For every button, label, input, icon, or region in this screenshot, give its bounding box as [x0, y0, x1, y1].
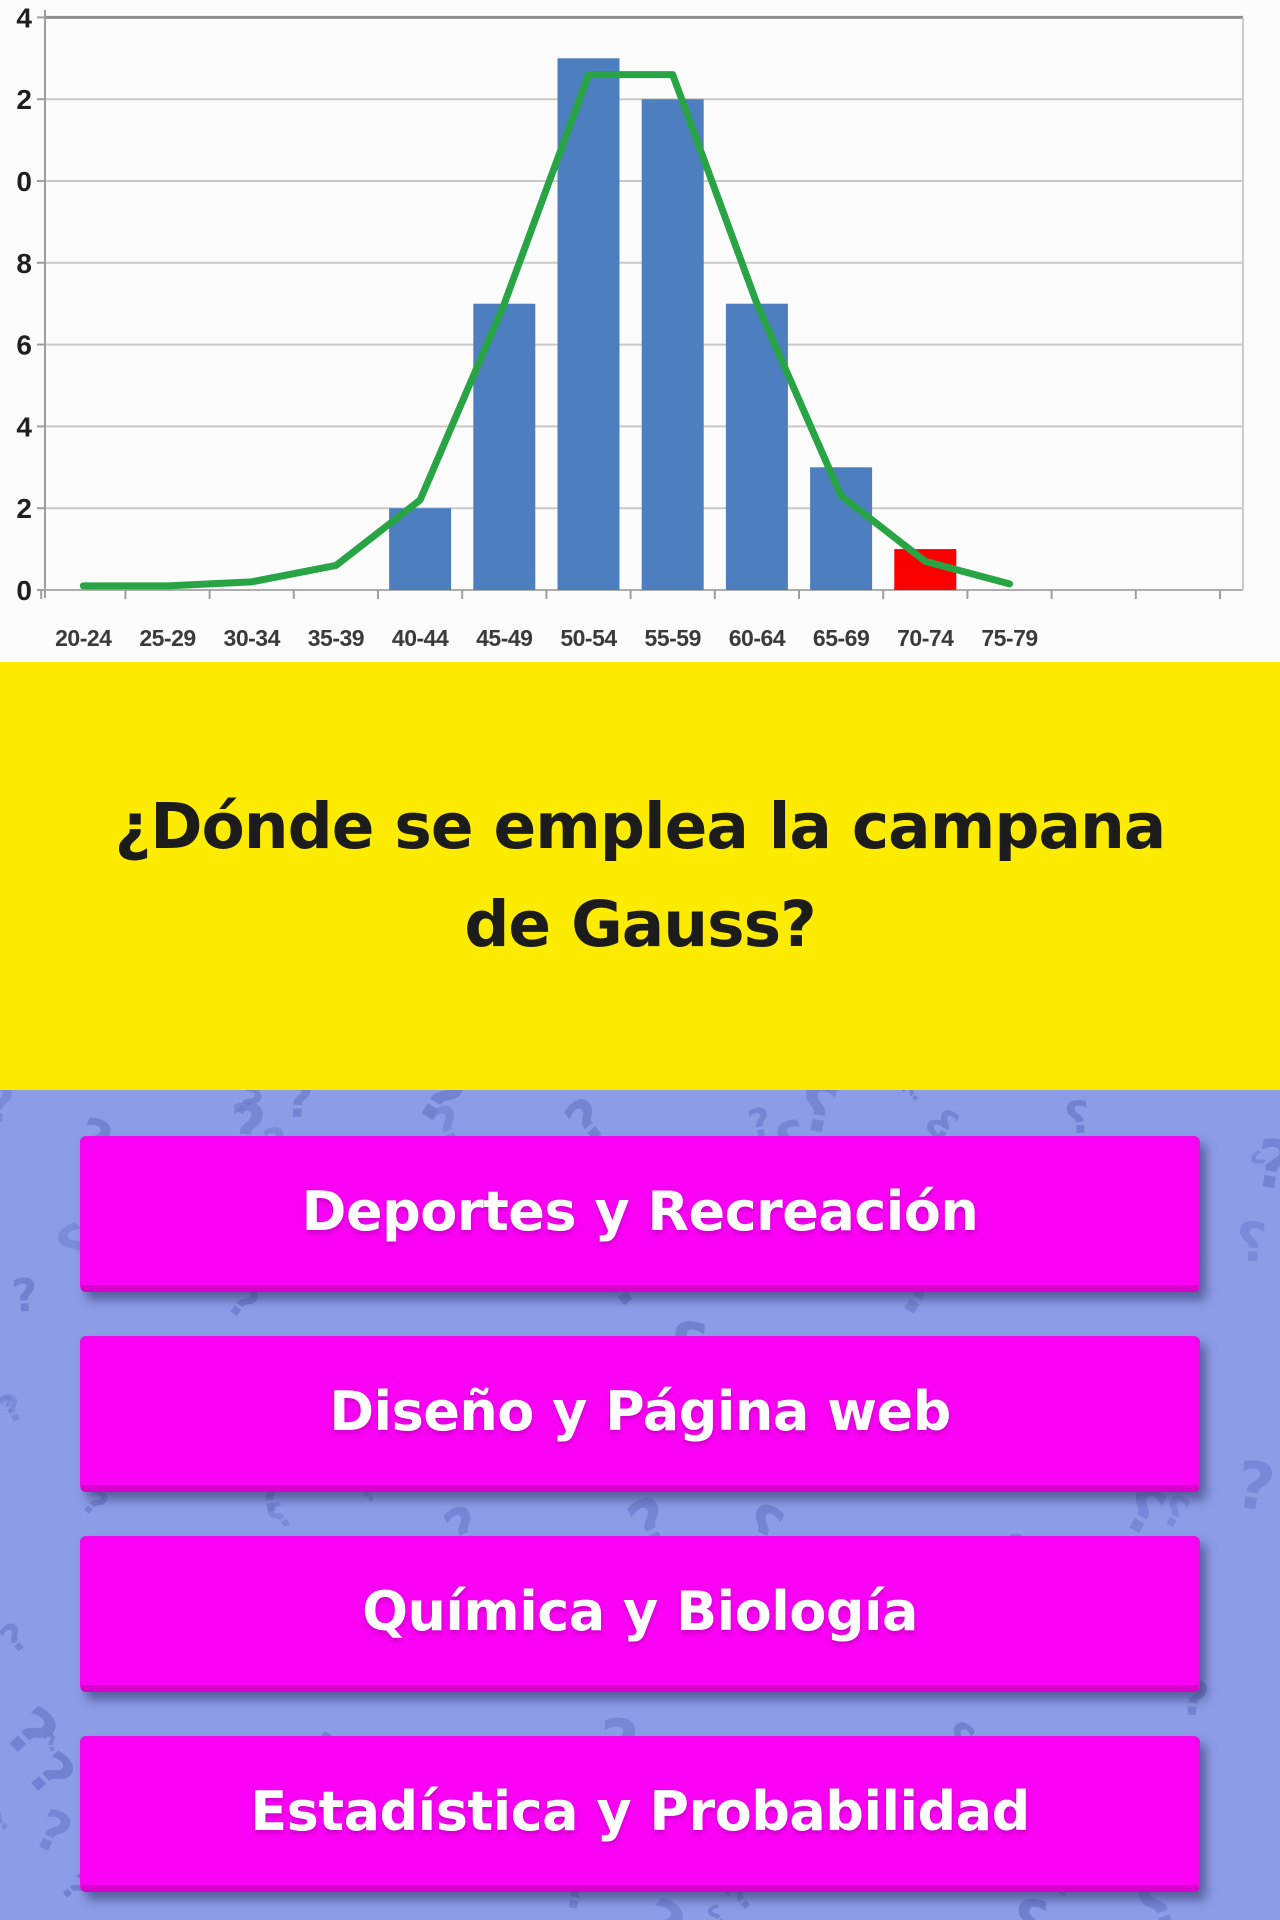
x-axis-label: 65-69 [813, 625, 869, 651]
answer-button-4[interactable]: Estadística y Probabilidad [80, 1736, 1200, 1892]
y-axis-label: 6 [16, 330, 32, 361]
bell-curve-line [79, 71, 1013, 590]
x-axis-label: 60-64 [729, 625, 786, 651]
y-axis-label: 2 [16, 493, 32, 524]
frequency-histogram-svg: 0 2 4 6 8 0 2 4 20-24 25-29 30-34 35-39 40-44 45-49 50… [16, 2, 1244, 651]
x-axis-label: 30-34 [224, 625, 281, 651]
x-axis-label: 20-24 [55, 625, 112, 651]
question-banner: ¿Dónde se emplea la campana de Gauss? [0, 662, 1280, 1090]
x-axis-label: 40-44 [392, 625, 449, 651]
y-axis-label: 0 [16, 575, 32, 606]
question-mark-glyph: ? [702, 1898, 732, 1920]
x-axis-label: 75-79 [981, 625, 1037, 651]
x-axis-label: 55-59 [645, 625, 701, 651]
question-mark-glyph: ? [1012, 1887, 1051, 1920]
chart-bar [389, 508, 452, 590]
y-axis-label: 2 [16, 84, 32, 115]
answers-list: Deportes y Recreación Diseño y Página we… [0, 1090, 1280, 1892]
x-axis-label: 35-39 [308, 625, 364, 651]
chart-bar [641, 99, 704, 590]
y-axis-label: 8 [16, 248, 32, 279]
chart-bar [557, 58, 620, 591]
x-axis-label: 25-29 [139, 625, 195, 651]
x-axis-label: 70-74 [897, 625, 954, 651]
x-axis-label: 45-49 [476, 625, 532, 651]
answers-area: ????????????????????????????????????????… [0, 1090, 1280, 1920]
answer-button-3[interactable]: Química y Biología [80, 1536, 1200, 1692]
chart-section: 0 2 4 6 8 0 2 4 20-24 25-29 30-34 35-39 40-44 45-49 50… [0, 0, 1280, 662]
y-axis-label: 4 [16, 2, 32, 33]
answer-button-2[interactable]: Diseño y Página web [80, 1336, 1200, 1492]
x-axis-label: 50-54 [560, 625, 617, 651]
question-text: ¿Dónde se emplea la campana de Gauss? [114, 790, 1167, 961]
chart-bar [810, 467, 873, 590]
answer-button-1[interactable]: Deportes y Recreación [80, 1136, 1200, 1292]
y-axis-label: 0 [16, 166, 32, 197]
y-axis-label: 4 [16, 411, 32, 442]
